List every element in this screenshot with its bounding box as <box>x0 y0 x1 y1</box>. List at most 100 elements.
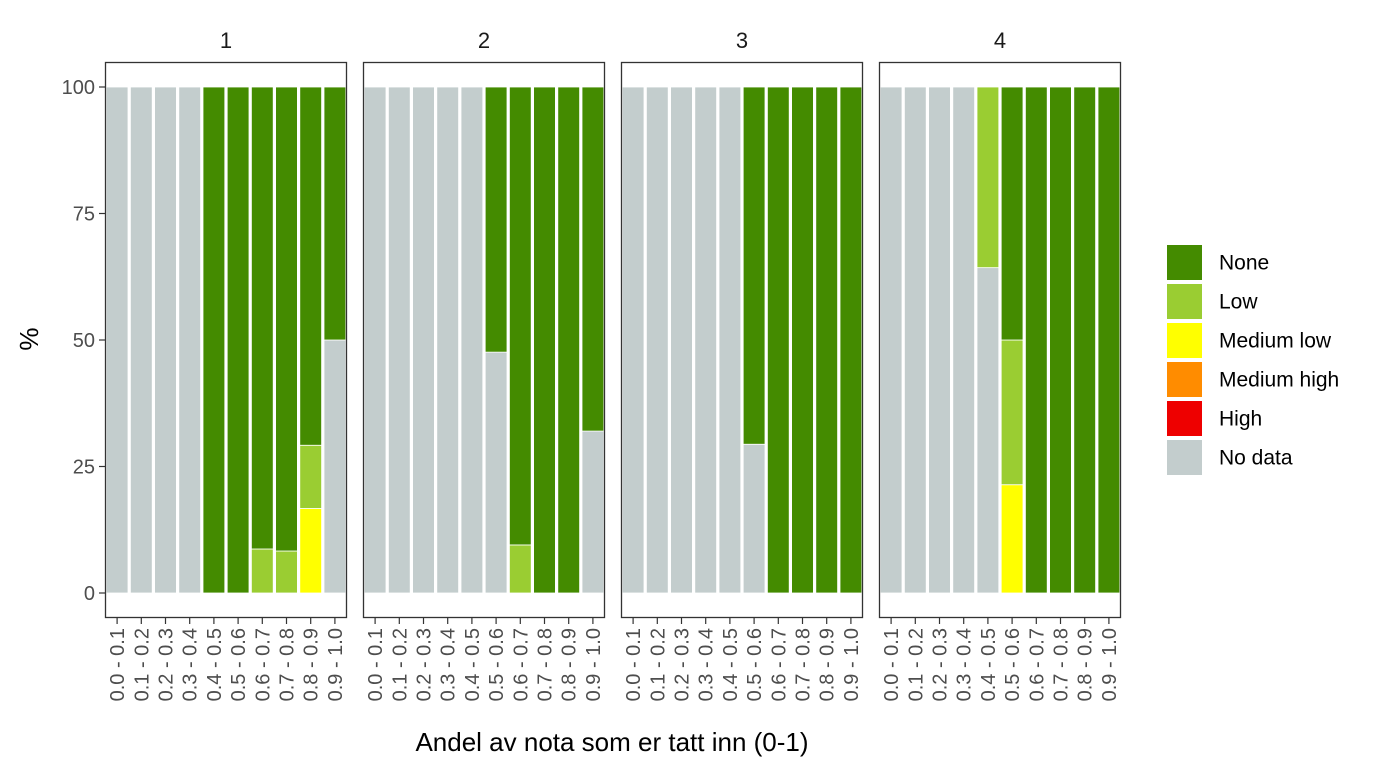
bar-segment-no-data <box>928 86 951 594</box>
legend-label: Medium high <box>1219 369 1339 392</box>
legend-key <box>1167 245 1202 280</box>
x-tick-label: 0.7 - 0.8 <box>793 628 815 701</box>
x-tick-label: 0.6 - 0.7 <box>252 628 274 701</box>
legend-label: High <box>1219 408 1262 431</box>
panel-strip-label: 3 <box>736 28 748 53</box>
bar-segment-none <box>299 86 322 446</box>
legend-key <box>1167 362 1202 397</box>
x-tick-label: 0.5 - 0.6 <box>486 628 508 701</box>
y-tick-label: 0 <box>84 583 95 605</box>
chart-panels: 10.0 - 0.1 0.1 - 0.2 0.2 - 0.3 0.3 - 0.4 0.4… <box>104 28 1122 701</box>
panel-border <box>104 61 348 619</box>
x-tick-label: 0.8 - 0.9 <box>817 628 839 701</box>
x-tick-label: 0.6 - 0.7 <box>1026 628 1048 701</box>
bar-segment-none <box>508 86 532 546</box>
bar-segment-no-data <box>904 86 927 594</box>
y-tick-label: 50 <box>73 330 95 352</box>
bar-segment-none <box>1025 86 1048 594</box>
bar-segment-none <box>557 86 580 594</box>
x-tick-label: 0.4 - 0.5 <box>204 628 226 701</box>
legend-label: No data <box>1219 447 1293 470</box>
bar-segment-no-data <box>879 86 903 594</box>
panel-2: 2 0.0 - 0.1 0.1 - 0.2 0.2 - 0.3 0.3 - 0.4 0.4… <box>362 28 606 701</box>
x-tick-label: 0.4 - 0.5 <box>462 628 484 701</box>
bar-segment-none <box>1097 86 1121 594</box>
x-tick-label: 0.2 - 0.3 <box>930 628 952 701</box>
x-tick-label: 0.1 - 0.2 <box>647 628 669 701</box>
bar-segment-no-data <box>718 86 742 594</box>
x-tick-label: 0.5 - 0.6 <box>228 628 250 701</box>
x-tick-label: 0.8 - 0.9 <box>301 628 323 701</box>
bar-segment-no-data <box>105 86 129 594</box>
bar-segment-no-data <box>742 443 766 594</box>
y-axis: 0 25 50 75 100 <box>62 77 105 605</box>
y-tick-label: 100 <box>62 77 95 99</box>
legend-key <box>1167 401 1202 436</box>
x-tick-label: 0.1 - 0.2 <box>131 628 153 701</box>
bar-segment-no-data <box>694 86 717 594</box>
panel-strip-label: 2 <box>478 28 490 53</box>
bar-segment-none <box>323 86 347 341</box>
bar-segment-low <box>976 86 1000 269</box>
legend-item: None <box>1167 245 1269 280</box>
legend-key <box>1167 284 1202 319</box>
x-tick-label: 0.7 - 0.8 <box>277 628 299 701</box>
x-tick-label: 0.3 - 0.4 <box>438 628 460 701</box>
bar-segment-no-data <box>581 430 605 594</box>
panel-border <box>362 61 606 619</box>
bar-segment-low <box>275 550 298 594</box>
bar-segment-none <box>250 86 274 550</box>
x-tick-label: 0.4 - 0.5 <box>978 628 1000 701</box>
bar-segment-no-data <box>646 86 669 594</box>
y-tick-label: 75 <box>73 204 95 226</box>
bar-segment-none <box>1073 86 1097 594</box>
bar-segment-no-data <box>460 86 484 594</box>
y-axis-title: % <box>14 327 44 350</box>
panel-border <box>878 61 1122 619</box>
legend-key <box>1167 440 1202 475</box>
bar-segment-medium-low <box>299 508 322 594</box>
x-axis-title: Andel av nota som er tatt inn (0-1) <box>415 727 808 757</box>
x-tick-label: 0.1 - 0.2 <box>389 628 411 701</box>
panel-4: 4 0.0 - 0.1 0.1 - 0.2 0.2 - 0.3 0.3 - 0.4 0.4… <box>878 28 1122 701</box>
x-tick-label: 0.7 - 0.8 <box>535 628 557 701</box>
x-tick-label: 0.3 - 0.4 <box>954 628 976 701</box>
x-tick-label: 0.2 - 0.3 <box>672 628 694 701</box>
bar-segment-no-data <box>484 351 508 594</box>
x-tick-label: 0.9 - 1.0 <box>841 628 863 701</box>
panel-strip-label: 1 <box>220 28 232 53</box>
bar-segment-none <box>767 86 790 594</box>
bar-segment-no-data <box>412 86 435 594</box>
bar-segment-low <box>508 544 532 594</box>
x-tick-label: 0.4 - 0.5 <box>720 628 742 701</box>
bar-segment-no-data <box>436 86 459 594</box>
x-tick-label: 0.3 - 0.4 <box>180 628 202 701</box>
x-tick-label: 0.0 - 0.1 <box>365 628 387 701</box>
legend-item: High <box>1167 401 1262 436</box>
panel-strip-label: 4 <box>994 28 1006 53</box>
bar-segment-low <box>299 444 322 509</box>
bar-segment-low <box>250 548 274 594</box>
legend-item: Low <box>1167 284 1258 319</box>
x-tick-label: 0.0 - 0.1 <box>623 628 645 701</box>
legend-item: No data <box>1167 440 1293 475</box>
panel-border <box>620 61 864 619</box>
bar-segment-none <box>791 86 814 594</box>
x-tick-label: 0.2 - 0.3 <box>414 628 436 701</box>
bar-segment-none <box>202 86 226 594</box>
bar-segment-no-data <box>670 86 693 594</box>
legend-label: Medium low <box>1219 330 1332 353</box>
x-tick-label: 0.5 - 0.6 <box>1002 628 1024 701</box>
panel-3: 3 0.0 - 0.1 0.1 - 0.2 0.2 - 0.3 0.3 - 0.4 0.4… <box>620 28 864 701</box>
bar-segment-none <box>742 86 766 445</box>
x-tick-label: 0.5 - 0.6 <box>744 628 766 701</box>
bar-segment-no-data <box>323 339 347 594</box>
x-tick-label: 0.9 - 1.0 <box>1099 628 1121 701</box>
x-tick-label: 0.9 - 1.0 <box>583 628 605 701</box>
bar-segment-no-data <box>952 86 975 594</box>
bar-segment-none <box>839 86 863 594</box>
bar-segment-none <box>226 86 250 594</box>
bar-segment-none <box>484 86 508 353</box>
bar-segment-none <box>1049 86 1072 594</box>
bar-segment-no-data <box>178 86 202 594</box>
